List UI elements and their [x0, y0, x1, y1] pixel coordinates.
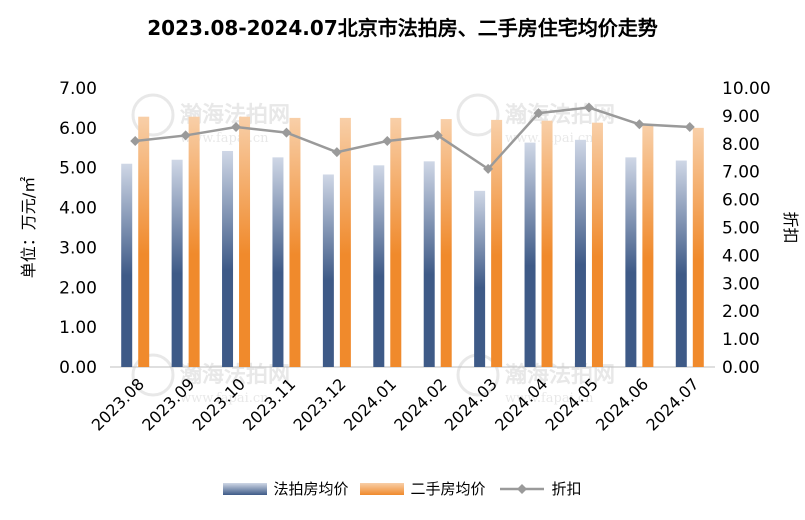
bar-secondhand	[390, 117, 402, 368]
y-tick-label: 2.00	[59, 278, 97, 298]
discount-point	[130, 136, 141, 147]
legend-swatch-auction	[223, 482, 268, 495]
bar-secondhand	[188, 116, 200, 367]
x-tick-label: 2023.12	[289, 374, 349, 434]
bar-auction	[474, 190, 486, 367]
y-tick-label: 7.00	[59, 79, 97, 99]
legend-label-discount: 折扣	[551, 480, 582, 498]
x-tick-label: 2024.03	[441, 374, 501, 434]
x-tick-label: 2023.08	[88, 374, 148, 434]
bar-auction	[322, 174, 334, 367]
watermark-logo-icon	[131, 353, 175, 397]
bar-secondhand	[642, 125, 654, 367]
legend-swatch-discount	[499, 483, 544, 494]
y2-tick-label: 1.00	[722, 330, 760, 350]
bar-auction	[625, 157, 637, 367]
legend-item-discount: 折扣	[498, 478, 582, 499]
discount-point	[180, 130, 191, 141]
bar-auction	[524, 142, 536, 367]
legend-item-auction: 法拍房均价	[223, 478, 348, 499]
bar-auction	[423, 161, 435, 367]
bar-secondhand	[491, 119, 503, 367]
bar-auction	[675, 160, 687, 367]
chart-title: 2023.08-2024.07北京市法拍房、二手房住宅均价走势	[147, 16, 658, 40]
watermark-logo-icon	[456, 93, 500, 137]
x-tick-label: 2024.07	[642, 374, 702, 434]
bar-secondhand	[541, 120, 553, 367]
legend-item-secondhand: 二手房均价	[360, 478, 486, 499]
y2-tick-label: 9.00	[722, 107, 760, 127]
legend-label-auction: 法拍房均价	[273, 480, 349, 498]
bar-secondhand	[591, 122, 603, 367]
watermark-url: www.fapai.cn	[505, 391, 594, 406]
y2-tick-label: 3.00	[722, 274, 760, 294]
bar-secondhand	[138, 116, 150, 367]
bar-auction	[121, 163, 133, 367]
bar-secondhand	[239, 116, 251, 367]
bar-secondhand	[692, 127, 704, 367]
y2-tick-label: 7.00	[722, 163, 760, 183]
y-tick-label: 3.00	[59, 238, 97, 258]
y-tick-label: 5.00	[59, 159, 97, 179]
watermark-url: www.fapai.cn	[180, 391, 269, 406]
legend-swatch-secondhand	[360, 482, 405, 495]
watermark-logo-icon	[131, 93, 175, 137]
y2-tick-label: 6.00	[722, 191, 760, 211]
legend-label-secondhand: 二手房均价	[410, 480, 486, 498]
y-tick-label: 0.00	[59, 358, 97, 378]
discount-point	[634, 119, 645, 130]
discount-point	[533, 108, 544, 119]
discount-point	[583, 102, 594, 113]
y2-tick-label: 10.00	[722, 79, 771, 99]
y-axis-title: 单位：万元/㎡	[19, 177, 38, 278]
discount-line-group	[130, 102, 695, 174]
y2-tick-label: 2.00	[722, 302, 760, 322]
bar-auction	[574, 139, 586, 367]
discount-point	[483, 163, 494, 174]
discount-line	[135, 106, 690, 171]
discount-point	[331, 147, 342, 158]
bar-secondhand	[289, 117, 301, 368]
bar-auction	[171, 159, 183, 367]
discount-point	[281, 127, 292, 138]
y2-tick-label: 8.00	[722, 135, 760, 155]
y-tick-label: 6.00	[59, 119, 97, 139]
bars	[121, 116, 704, 368]
y-tick-label: 1.00	[59, 318, 97, 338]
bar-secondhand	[440, 119, 452, 368]
discount-point	[432, 130, 443, 141]
bar-secondhand	[339, 117, 351, 368]
bar-auction	[222, 150, 234, 367]
y2-tick-label: 0.00	[722, 358, 760, 378]
legend: 法拍房均价 二手房均价 折扣	[0, 478, 805, 499]
bar-auction	[272, 157, 284, 367]
x-tick-label: 2024.02	[390, 374, 450, 434]
y2-tick-label: 4.00	[722, 246, 760, 266]
y2-axis-title: 折扣	[781, 211, 800, 243]
bar-auction	[373, 165, 385, 367]
y2-tick-label: 5.00	[722, 219, 760, 239]
y-tick-label: 4.00	[59, 199, 97, 219]
discount-point	[382, 136, 393, 147]
discount-point	[231, 122, 242, 133]
discount-point	[684, 122, 695, 133]
x-tick-label: 2024.01	[340, 374, 400, 434]
